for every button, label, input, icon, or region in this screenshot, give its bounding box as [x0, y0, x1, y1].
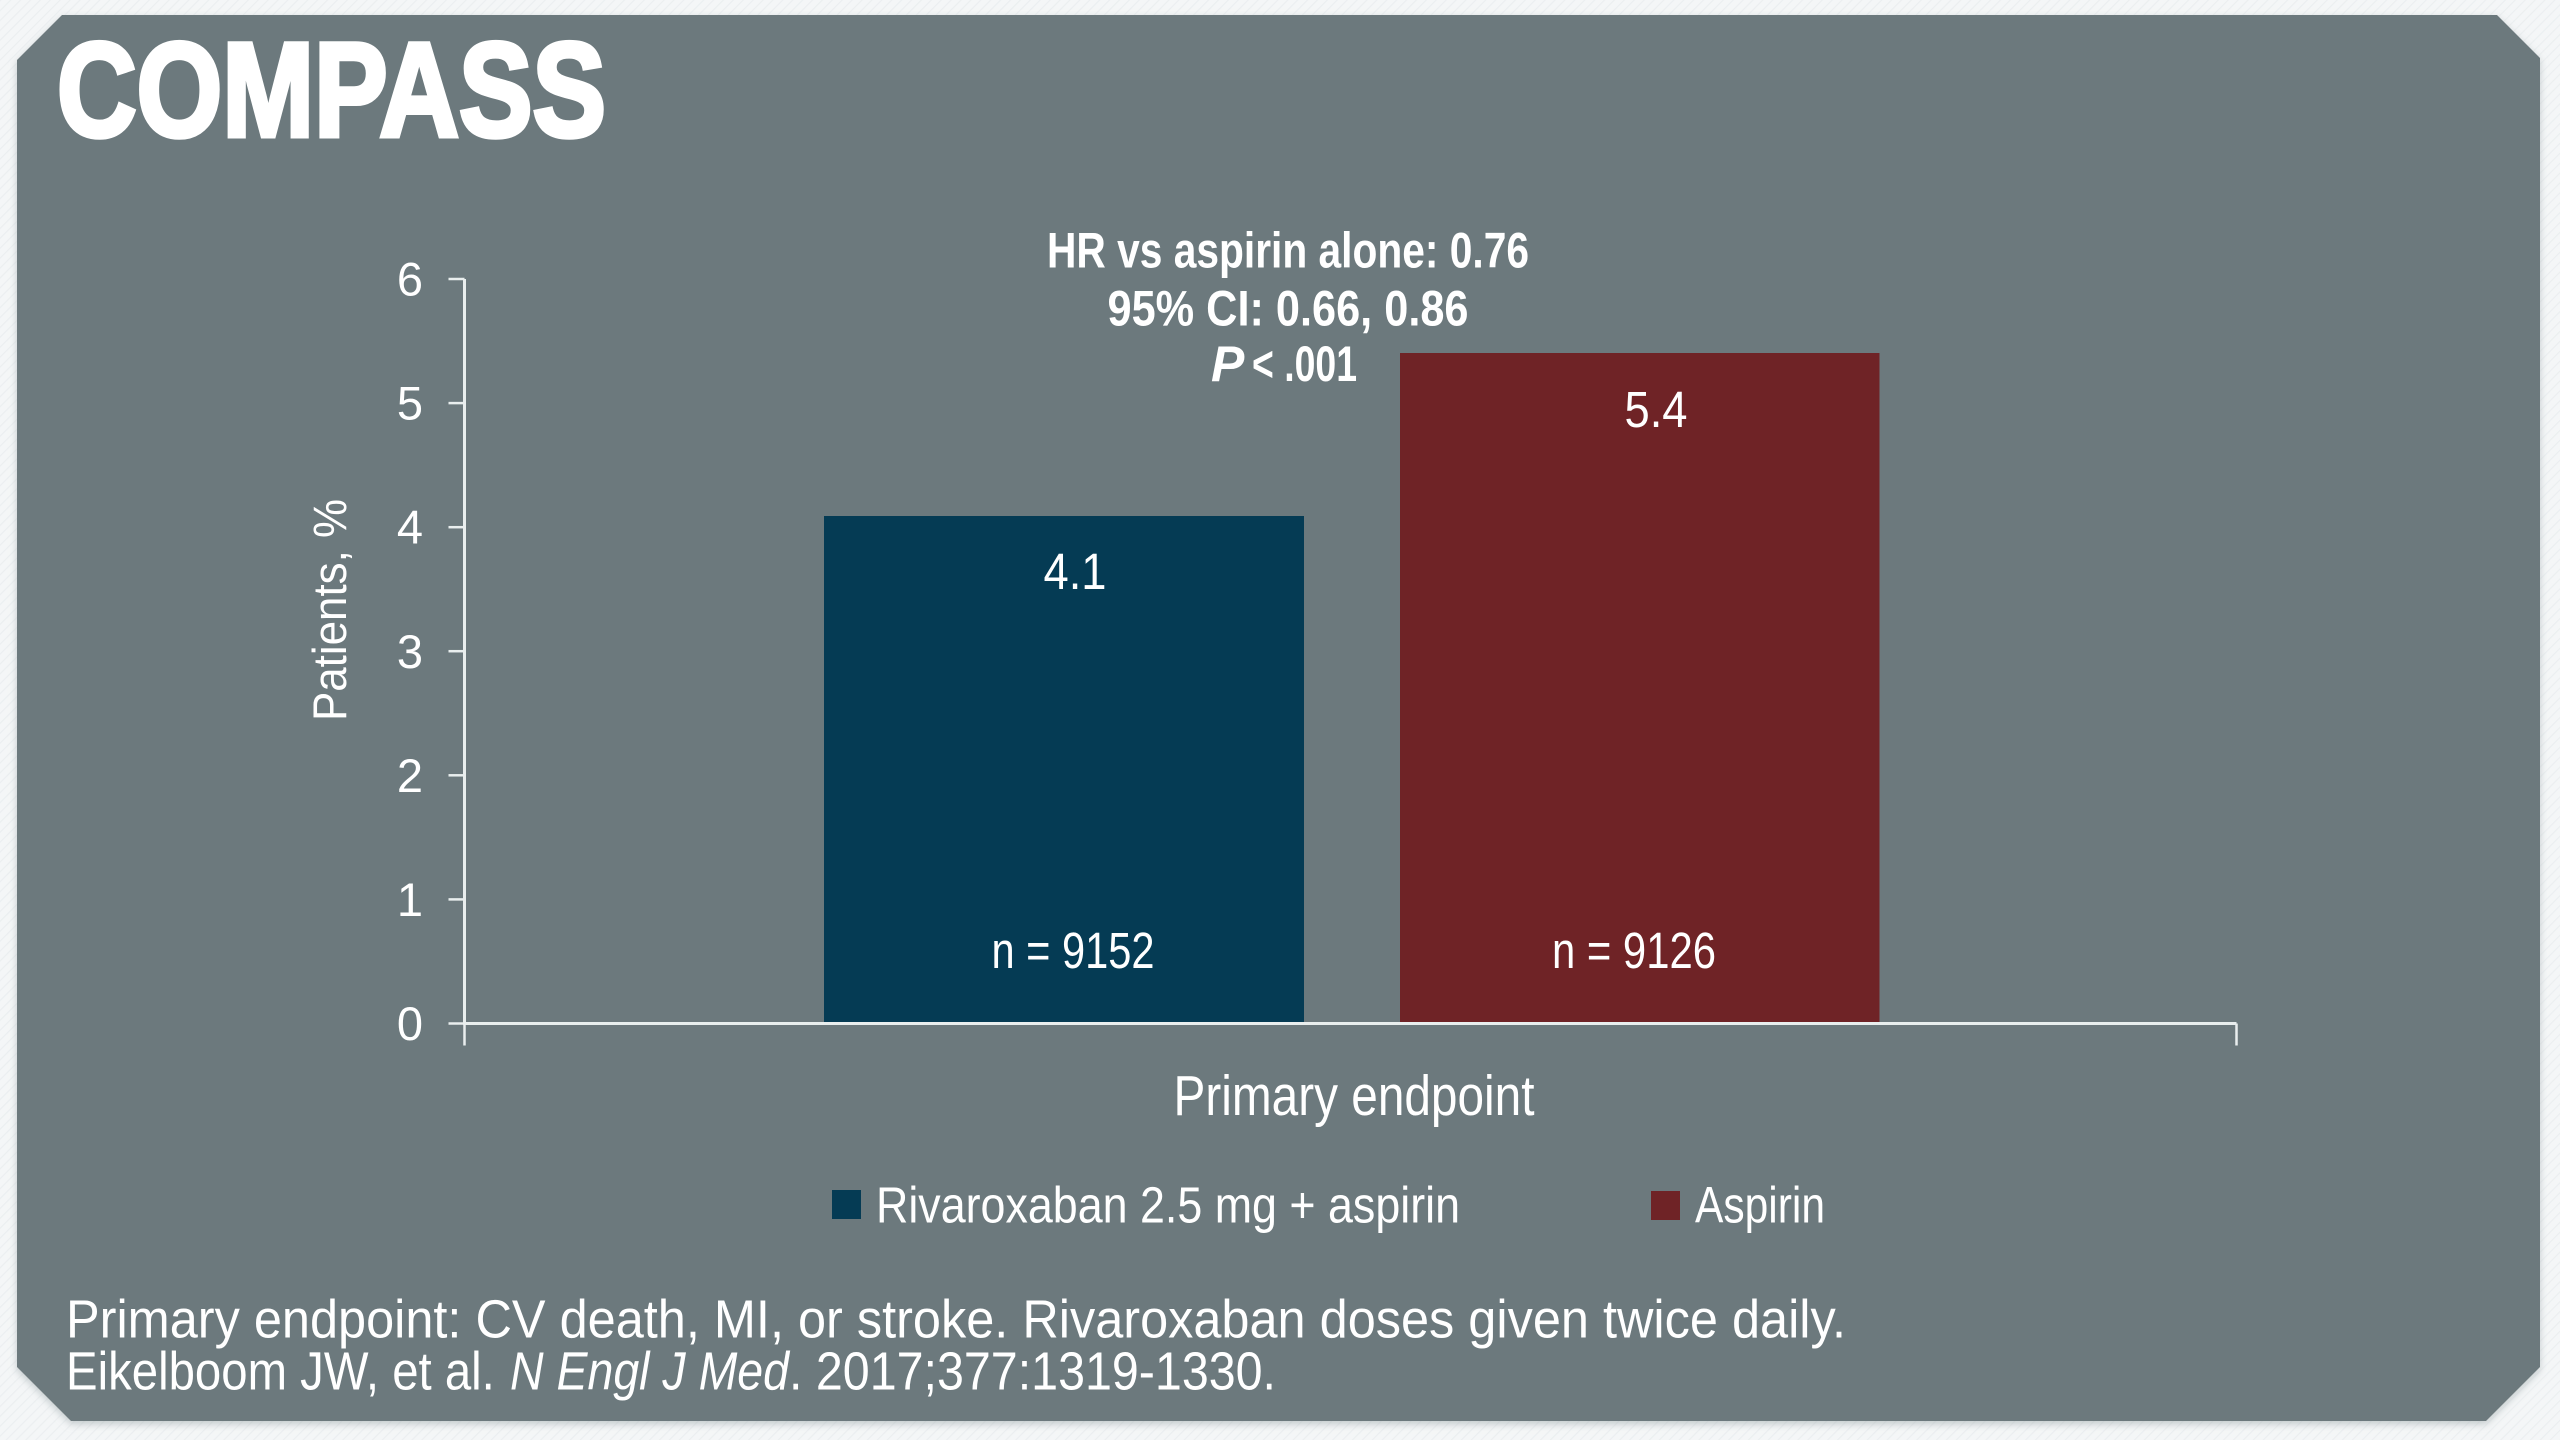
svg-text:2: 2	[397, 749, 423, 802]
svg-text:Patients, %: Patients, %	[303, 499, 356, 721]
svg-text:0: 0	[397, 997, 423, 1050]
svg-text:P: P	[1211, 336, 1245, 392]
svg-text:Primary endpoint: CV death, MI: Primary endpoint: CV death, MI, or strok…	[66, 1290, 1846, 1350]
svg-text:N Engl J Med: N Engl J Med	[510, 1342, 791, 1402]
svg-text:3: 3	[397, 625, 423, 678]
svg-text:< .001: < .001	[1252, 336, 1357, 392]
svg-text:COMPASS: COMPASS	[57, 16, 606, 165]
svg-text:1: 1	[397, 873, 423, 926]
svg-text:6: 6	[397, 253, 423, 306]
svg-text:Aspirin: Aspirin	[1695, 1177, 1825, 1234]
svg-text:Rivaroxaban 2.5 mg + aspirin: Rivaroxaban 2.5 mg + aspirin	[876, 1177, 1460, 1234]
svg-text:5: 5	[397, 377, 423, 430]
svg-text:HR vs aspirin alone: 0.76: HR vs aspirin alone: 0.76	[1047, 223, 1529, 279]
svg-text:Eikelboom JW, et al.: Eikelboom JW, et al.	[66, 1342, 508, 1402]
svg-text:4: 4	[397, 501, 423, 554]
svg-text:4.1: 4.1	[1044, 543, 1107, 600]
svg-text:. 2017;377:1319-1330.: . 2017;377:1319-1330.	[789, 1342, 1276, 1402]
svg-text:Primary endpoint: Primary endpoint	[1174, 1064, 1535, 1128]
svg-text:n = 9126: n = 9126	[1552, 922, 1716, 979]
svg-text:n = 9152: n = 9152	[992, 922, 1155, 979]
svg-text:95% CI: 0.66, 0.86: 95% CI: 0.66, 0.86	[1108, 281, 1469, 337]
svg-text:5.4: 5.4	[1625, 381, 1688, 438]
